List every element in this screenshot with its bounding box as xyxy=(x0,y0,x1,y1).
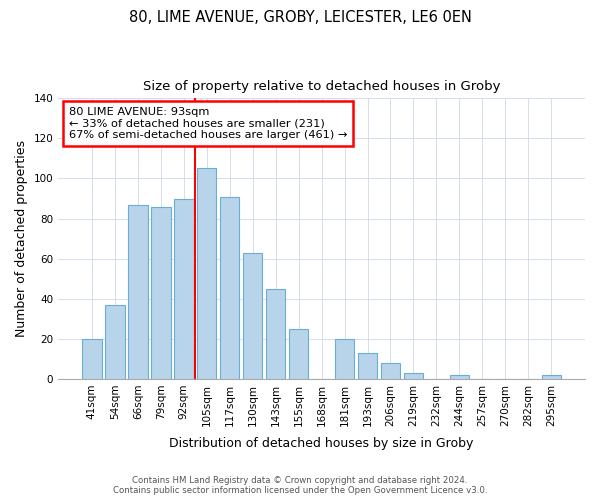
Bar xyxy=(82,339,101,379)
Bar xyxy=(105,305,125,379)
Bar xyxy=(404,373,423,379)
Bar xyxy=(220,196,239,379)
Bar xyxy=(197,168,217,379)
Bar xyxy=(381,363,400,379)
Bar xyxy=(449,375,469,379)
Title: Size of property relative to detached houses in Groby: Size of property relative to detached ho… xyxy=(143,80,500,93)
Bar xyxy=(542,375,561,379)
Bar xyxy=(289,329,308,379)
Bar xyxy=(151,206,170,379)
Y-axis label: Number of detached properties: Number of detached properties xyxy=(15,140,28,337)
Bar xyxy=(335,339,355,379)
Bar xyxy=(174,198,194,379)
Bar xyxy=(243,252,262,379)
Bar xyxy=(358,353,377,379)
X-axis label: Distribution of detached houses by size in Groby: Distribution of detached houses by size … xyxy=(169,437,474,450)
Text: 80 LIME AVENUE: 93sqm
← 33% of detached houses are smaller (231)
67% of semi-det: 80 LIME AVENUE: 93sqm ← 33% of detached … xyxy=(69,107,347,140)
Text: 80, LIME AVENUE, GROBY, LEICESTER, LE6 0EN: 80, LIME AVENUE, GROBY, LEICESTER, LE6 0… xyxy=(128,10,472,25)
Bar xyxy=(128,204,148,379)
Text: Contains HM Land Registry data © Crown copyright and database right 2024.
Contai: Contains HM Land Registry data © Crown c… xyxy=(113,476,487,495)
Bar xyxy=(266,288,286,379)
